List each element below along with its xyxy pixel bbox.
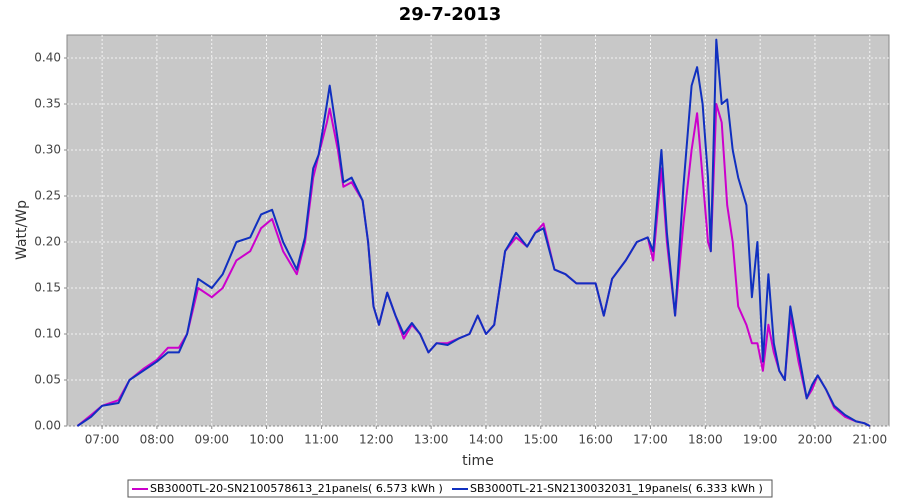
chart-title: 29-7-2013 xyxy=(399,4,502,25)
y-tick-label: 0.15 xyxy=(34,281,61,295)
x-tick-label: 12:00 xyxy=(359,433,394,447)
x-axis-label: time xyxy=(462,453,494,469)
y-tick-label: 0.05 xyxy=(34,373,61,387)
y-tick-label: 0.30 xyxy=(34,143,61,157)
y-axis-label: Watt/Wp xyxy=(14,200,30,260)
x-tick-label: 17:00 xyxy=(633,433,668,447)
x-tick-label: 10:00 xyxy=(249,433,284,447)
x-tick-label: 09:00 xyxy=(194,433,229,447)
y-tick-label: 0.00 xyxy=(34,419,61,433)
x-tick-label: 18:00 xyxy=(688,433,723,447)
y-tick-label: 0.35 xyxy=(34,97,61,111)
plot-area xyxy=(66,34,890,427)
legend-label: SB3000TL-20-SN2100578613_21panels( 6.573… xyxy=(150,482,443,495)
y-tick-label: 0.25 xyxy=(34,189,61,203)
y-tick-label: 0.10 xyxy=(34,327,61,341)
y-tick-label: 0.20 xyxy=(34,235,61,249)
x-tick-label: 11:00 xyxy=(304,433,339,447)
x-tick-label: 21:00 xyxy=(853,433,888,447)
x-tick-label: 08:00 xyxy=(140,433,175,447)
legend-label: SB3000TL-21-SN2130032031_19panels( 6.333… xyxy=(470,482,763,495)
series-line xyxy=(76,38,871,427)
x-tick-label: 19:00 xyxy=(743,433,778,447)
x-tick-label: 13:00 xyxy=(414,433,449,447)
x-tick-label: 15:00 xyxy=(523,433,558,447)
y-tick-label: 0.40 xyxy=(34,51,61,65)
legend xyxy=(127,479,773,498)
x-tick-label: 07:00 xyxy=(85,433,120,447)
x-tick-label: 14:00 xyxy=(469,433,504,447)
x-tick-label: 20:00 xyxy=(798,433,833,447)
x-tick-label: 16:00 xyxy=(578,433,613,447)
